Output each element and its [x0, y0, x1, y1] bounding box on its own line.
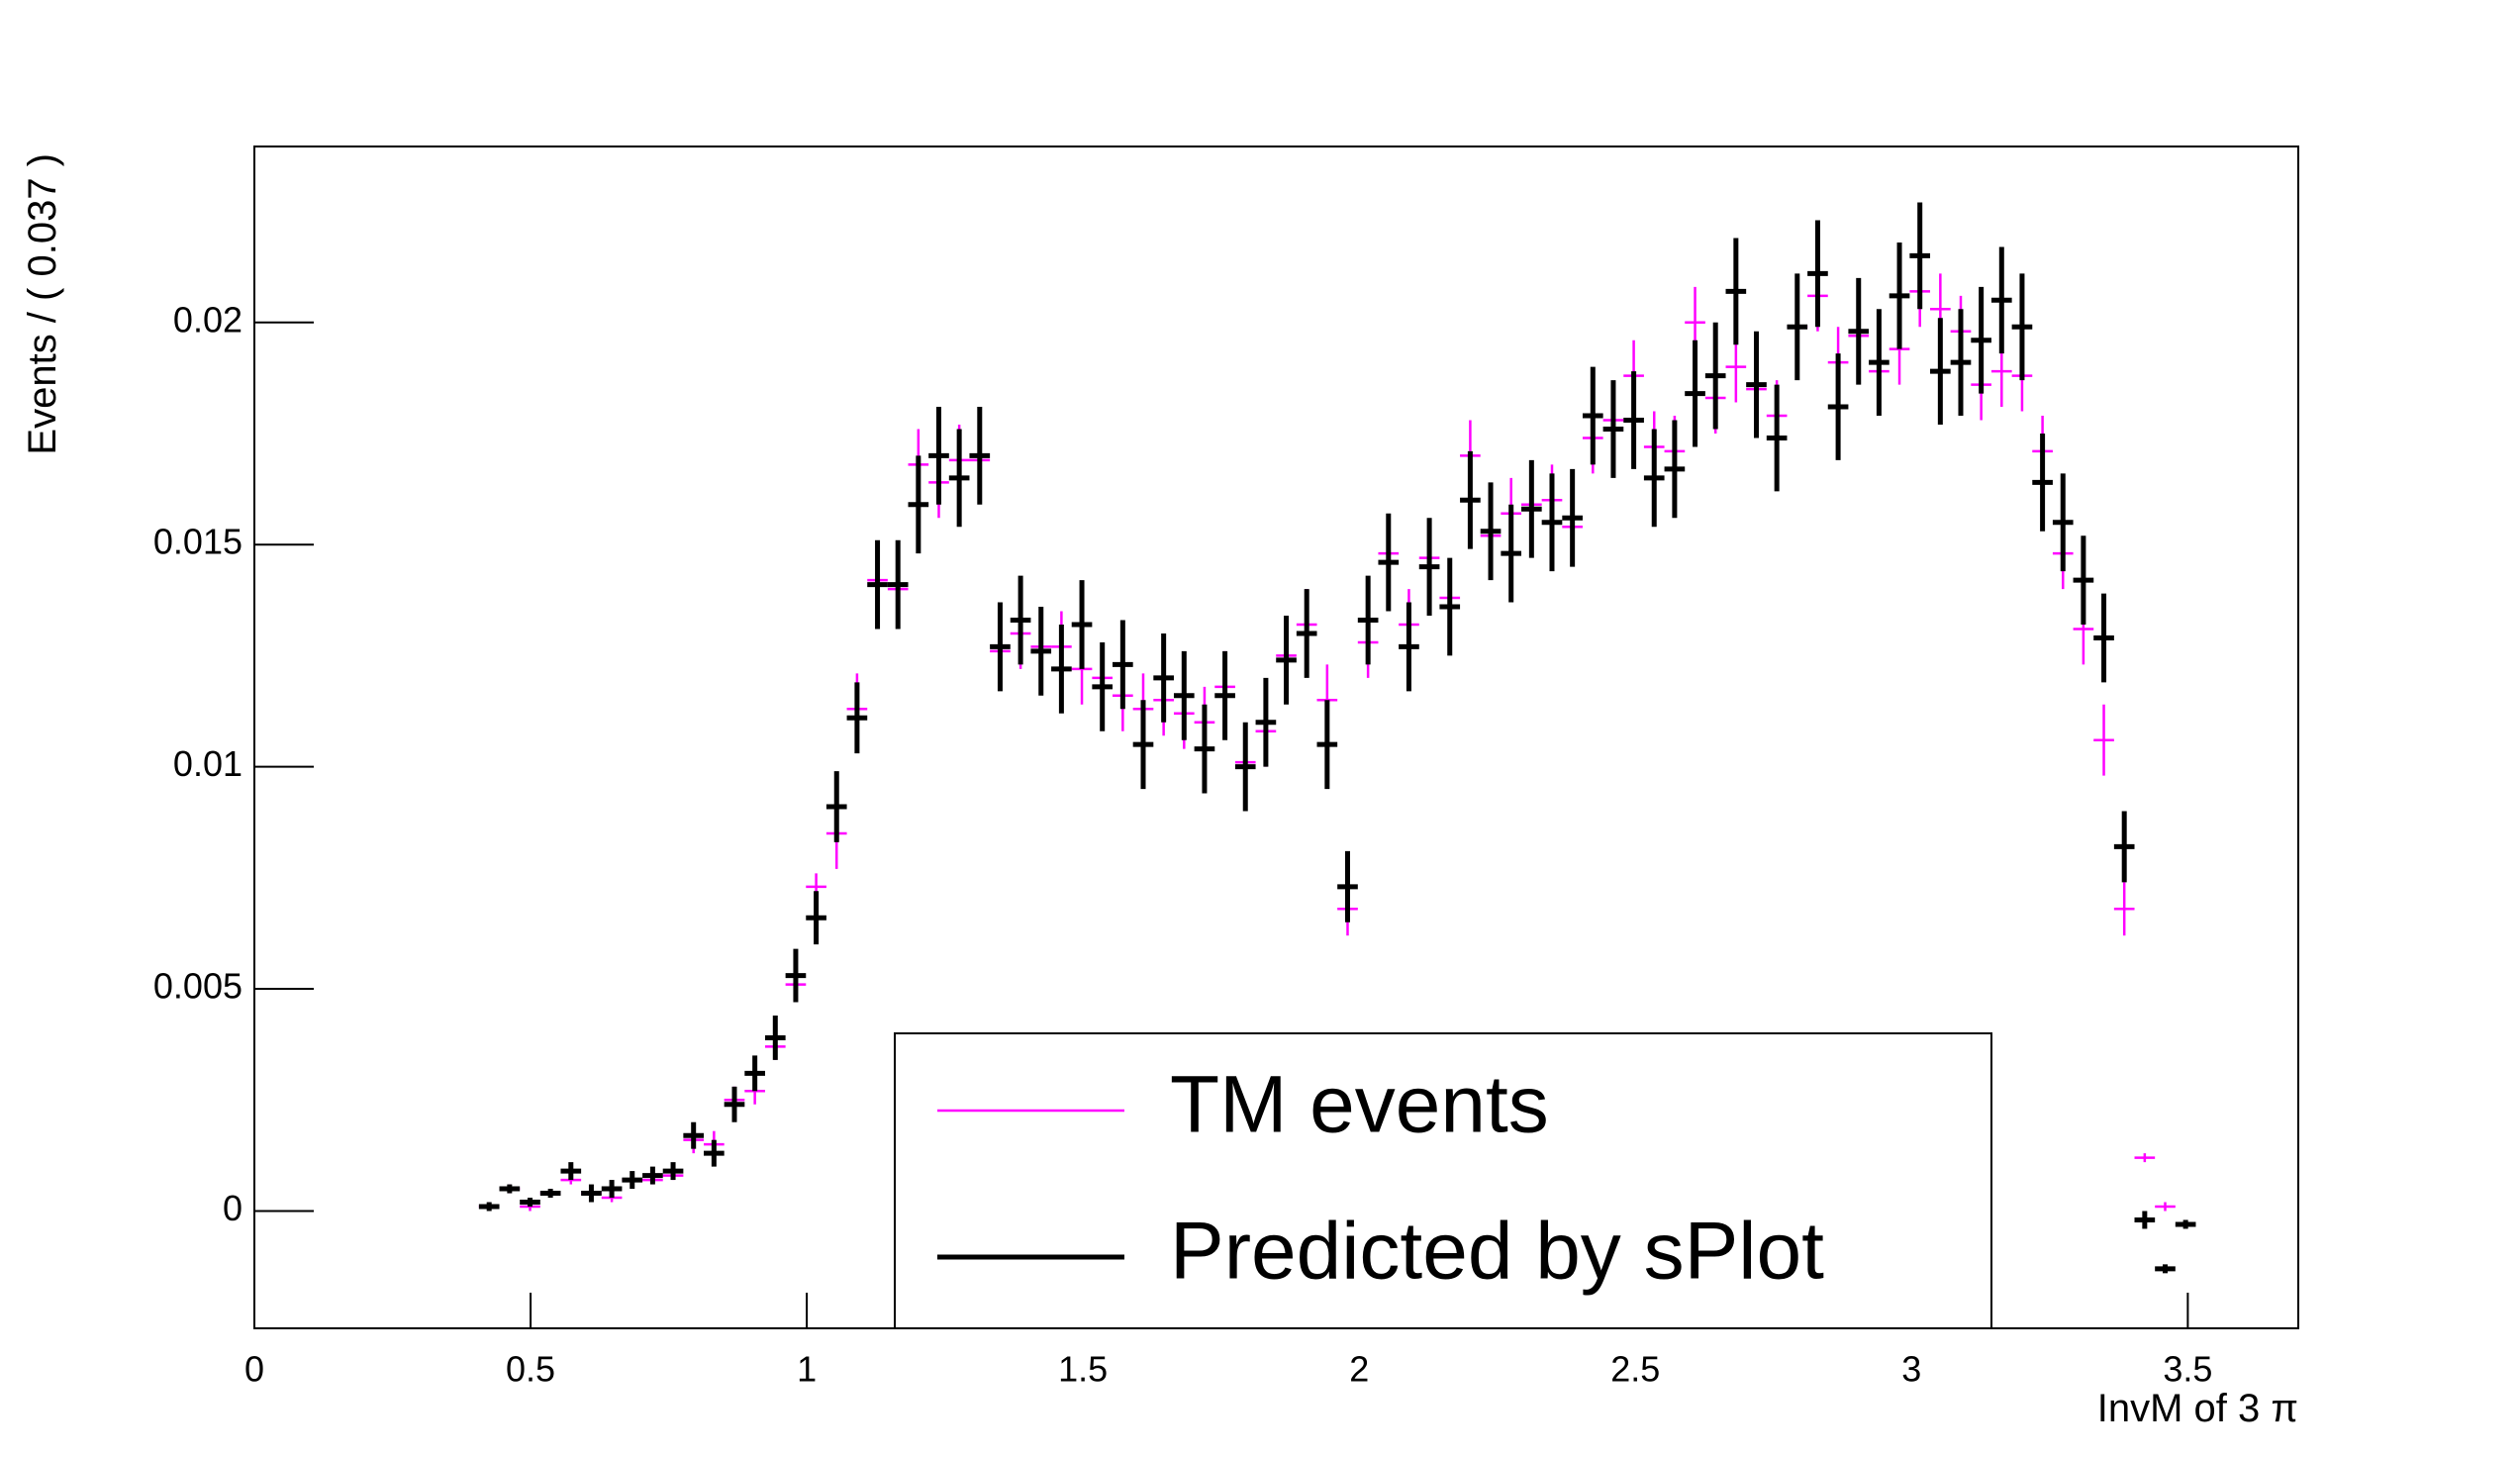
x-tick-label: 3 — [1901, 1349, 1921, 1390]
y-axis-label: Events / ( 0.037 ) — [21, 153, 64, 455]
legend-label: TM events — [1170, 1060, 1549, 1150]
y-tick-label: 0.01 — [173, 743, 242, 784]
x-tick-label: 0.5 — [506, 1349, 555, 1390]
legend-box — [894, 1032, 1992, 1329]
x-tick-label: 2 — [1349, 1349, 1369, 1390]
x-tick-label: 0 — [244, 1349, 264, 1390]
x-tick-label: 1 — [797, 1349, 817, 1390]
y-tick-label: 0.02 — [173, 299, 242, 340]
x-tick-label: 2.5 — [1610, 1349, 1660, 1390]
y-tick-label: 0 — [223, 1188, 242, 1228]
y-tick-label: 0.005 — [153, 966, 242, 1007]
x-tick-label: 1.5 — [1058, 1349, 1108, 1390]
y-tick-label: 0.015 — [153, 522, 242, 562]
legend-label: Predicted by sPlot — [1170, 1207, 1824, 1297]
x-axis-label: InvM of 3 π — [2097, 1387, 2298, 1430]
x-tick-label: 3.5 — [2163, 1349, 2212, 1390]
